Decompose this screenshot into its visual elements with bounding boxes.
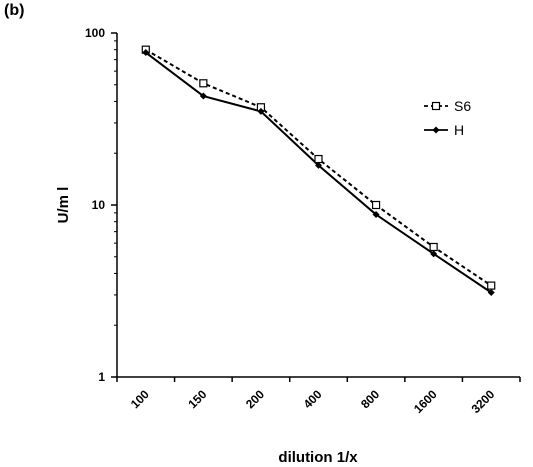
data-point-H — [142, 49, 150, 57]
x-tick-label: 100 — [128, 387, 152, 411]
y-ticks: 1 10 100 — [85, 26, 117, 384]
x-tick-label: 400 — [301, 387, 325, 411]
data-point-H — [487, 288, 495, 296]
series-layer — [141, 45, 496, 296]
x-axis-title: dilution 1/x — [278, 449, 358, 466]
legend-label-H: H — [454, 122, 464, 138]
data-point-H — [315, 161, 322, 169]
x-tick-label: 150 — [185, 387, 209, 411]
data-point-S6 — [429, 242, 438, 252]
data-point-H — [430, 250, 438, 258]
x-ticks: 100 150 200 400 800 1600 3200 — [116, 377, 521, 416]
legend-marker-S6 — [431, 101, 441, 111]
legend-marker-H — [432, 126, 440, 134]
data-point-H — [257, 107, 265, 115]
axes — [116, 33, 520, 378]
y-tick-label: 10 — [92, 198, 106, 212]
x-tick-label: 200 — [243, 387, 267, 411]
y-tick-label: 1 — [98, 370, 105, 384]
panel-label: (b) — [4, 2, 25, 19]
y-tick-label: 100 — [85, 26, 105, 40]
series-line-H — [145, 51, 492, 294]
data-point-S6 — [371, 200, 381, 210]
data-point-S6 — [199, 79, 208, 88]
x-tick-label: 3200 — [469, 387, 498, 416]
data-point-S6 — [487, 281, 496, 290]
y-axis-title: U/m l — [55, 187, 72, 224]
data-point-H — [372, 211, 380, 219]
data-point-H — [199, 92, 207, 100]
legend: S6 H — [424, 98, 471, 138]
data-point-S6 — [314, 154, 323, 164]
legend-label-S6: S6 — [454, 98, 471, 114]
x-tick-label: 800 — [358, 387, 382, 411]
x-tick-label: 1600 — [411, 387, 440, 416]
